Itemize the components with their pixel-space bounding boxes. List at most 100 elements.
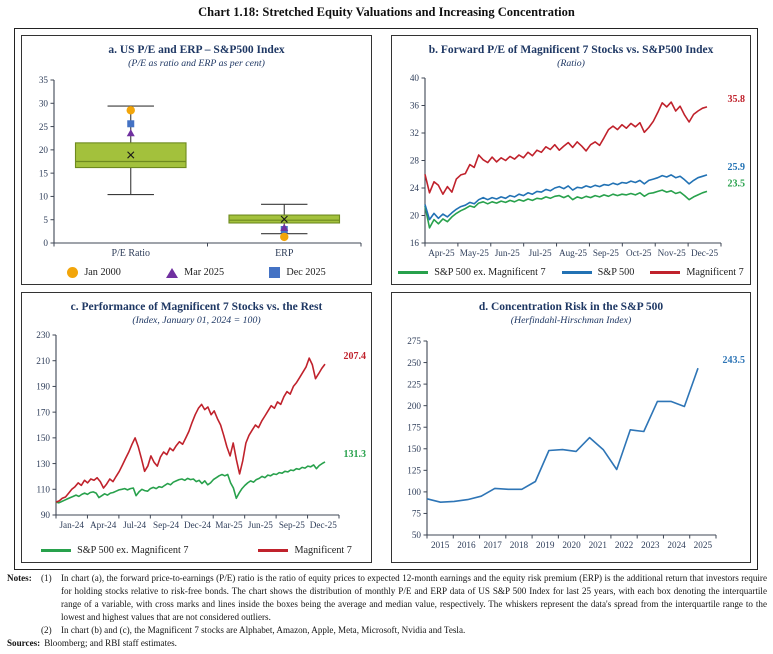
- x-tick-label: Nov-25: [657, 248, 685, 258]
- x-tick-label: Jun-25: [248, 520, 273, 530]
- y-tick-label: 275: [407, 336, 421, 346]
- y-tick-label: 170: [36, 407, 50, 417]
- y-tick-label: 200: [407, 401, 421, 411]
- note-row-1: Notes: (1) In chart (a), the forward pri…: [7, 572, 767, 624]
- x-tick-label: 2021: [588, 540, 607, 550]
- legend-label: S&P 500: [597, 267, 635, 279]
- x-tick-label: Dec-25: [691, 248, 718, 258]
- y-tick-label: 40: [409, 73, 419, 83]
- panel-b-legend: S&P 500 ex. Magnificent 7 S&P 500 Magnific…: [392, 267, 750, 278]
- x-tick-label: 2018: [509, 540, 528, 550]
- panel-a-subtitle: (P/E as ratio and ERP as per cent): [128, 58, 265, 70]
- y-tick-label: 16: [409, 238, 419, 248]
- x-tick-label: 2022: [614, 540, 633, 550]
- panel-a-legend: Jan 2000 Mar 2025 Dec 2025: [22, 267, 371, 279]
- y-tick-label: 150: [36, 433, 50, 443]
- sources-row: Sources: Bloomberg; and RBI staff estima…: [7, 637, 767, 650]
- dec-2025-marker: [127, 120, 135, 128]
- legend-item-mar-2025: Mar 2025: [166, 267, 224, 278]
- y-tick-label: 150: [407, 444, 421, 454]
- notes-label: Notes:: [7, 573, 32, 583]
- x-tick-label: Mar-25: [215, 520, 243, 530]
- axes: [423, 78, 721, 244]
- legend-label: S&P 500 ex. Magnificent 7: [77, 545, 189, 556]
- magnificent-7-line: [55, 357, 326, 503]
- line-swatch-icon: [398, 271, 429, 275]
- y-tick-label: 0: [43, 238, 48, 248]
- x-tick-label: Jul-24: [123, 520, 146, 530]
- y-tick-label: 175: [407, 423, 421, 433]
- panel-d-concentration-risk: d. Concentration Risk in the S&P 500 (He…: [391, 292, 751, 563]
- panel-d-title: d. Concentration Risk in the S&P 500: [478, 301, 664, 313]
- x-tick-label: 2020: [562, 540, 581, 550]
- x-tick-label: 2023: [641, 540, 660, 550]
- panel-b-subtitle: (Ratio): [557, 58, 585, 70]
- y-tick-label: 32: [409, 128, 419, 138]
- note-1-number: (1): [41, 573, 52, 583]
- panel-b-forward-pe: b. Forward P/E of Magnificent 7 Stocks v…: [391, 35, 751, 285]
- x-tick-label: Dec-24: [184, 520, 211, 530]
- jan-2000-marker: [126, 106, 135, 115]
- note-2-text: In chart (b) and (c), the Magnificent 7 …: [61, 624, 466, 635]
- mar-2025-marker: [126, 129, 135, 137]
- x-tick-label: Jan-24: [59, 520, 84, 530]
- legend-item-magnificent-7: Magnificent 7: [258, 545, 352, 556]
- chart-b-svg: 16 20 24 28 32 36 40 Apr-25 May-25 Jun-25 Jul-25 Au…: [409, 73, 745, 258]
- y-tick-label: 20: [409, 211, 419, 221]
- y-tick-label: 5: [43, 215, 48, 225]
- x-tick-label: 2015: [430, 540, 449, 550]
- chart-grid: a. US P/E and ERP – S&P500 Index (P/E as…: [14, 28, 758, 570]
- panel-b-title: b. Forward P/E of Magnificent 7 Stocks v…: [428, 44, 714, 56]
- y-tick-label: 15: [39, 168, 49, 178]
- panel-c-legend: S&P 500 ex. Magnificent 7 Magnificent 7: [22, 545, 371, 556]
- x-tick-label: Dec-25: [310, 520, 337, 530]
- triangle-marker-icon: [166, 267, 179, 278]
- jan-2000-marker: [280, 232, 289, 242]
- chart-b-canvas: 16 20 24 28 32 36 40 Apr-25 May-25 Jun-25 Jul-25 Au…: [395, 72, 748, 267]
- legend-item-jan-2000: Jan 2000: [67, 267, 121, 279]
- y-tick-label: 225: [407, 379, 421, 389]
- x-tick-label: Sep-24: [153, 520, 179, 530]
- s-p-500-value-label: 25.9: [727, 162, 745, 173]
- s-p-500-line: [423, 174, 707, 221]
- note-row-2: (2) In chart (b) and (c), the Magnificen…: [7, 624, 767, 637]
- line-swatch-icon: [41, 549, 72, 552]
- s-p-500-ex-magnificent-7-value-label: 23.5: [727, 179, 745, 190]
- s-p-500-ex-magnificent-7-line: [423, 189, 707, 229]
- legend-label: S&P 500 ex. Magnificent 7: [434, 267, 546, 279]
- y-tick-label: 28: [409, 156, 419, 166]
- magnificent-7-value-label: 207.4: [344, 351, 367, 362]
- x-tick-label: Apr-25: [428, 248, 455, 258]
- legend-item-s-p-500: S&P 500: [561, 267, 635, 279]
- y-tick-label: 50: [411, 530, 421, 540]
- herfindahl-hirschman-index-line: [426, 368, 699, 504]
- s-p-500-ex-magnificent-7-value-label: 131.3: [344, 449, 367, 460]
- panel-c-title: c. Performance of Magnificent 7 Stocks v…: [70, 301, 323, 313]
- panel-c-performance: c. Performance of Magnificent 7 Stocks v…: [21, 292, 372, 563]
- chart-d-svg: 50 75 100 125 150 175 200 225 250 275 2015 2016 2017…: [407, 336, 745, 550]
- y-tick-label: 30: [39, 99, 49, 109]
- y-tick-label: 24: [409, 183, 419, 193]
- x-tick-label: 2019: [536, 540, 555, 550]
- y-tick-label: 35: [39, 75, 49, 85]
- panel-c-subtitle: (Index, January 01, 2024 = 100): [132, 315, 261, 327]
- y-tick-label: 130: [36, 459, 50, 469]
- y-tick-label: 210: [36, 356, 50, 366]
- legend-label: Magnificent 7: [294, 545, 352, 556]
- category-label: P/E Ratio: [111, 248, 150, 259]
- legend-label: Dec 2025: [286, 267, 326, 279]
- category-label: ERP: [275, 248, 294, 259]
- legend-item-s-p-500-ex-magnificent-7: S&P 500 ex. Magnificent 7: [41, 545, 188, 556]
- note-1-text: In chart (a), the forward price-to-earni…: [61, 573, 767, 622]
- chart-a-canvas: 0 5 10 15 20 25 30 35 P/E Ratio ERP: [24, 72, 369, 267]
- x-tick-label: 2025: [693, 540, 712, 550]
- x-tick-label: May-25: [459, 248, 488, 258]
- panel-a-us-pe-erp: a. US P/E and ERP – S&P500 Index (P/E as…: [21, 35, 372, 285]
- x-tick-label: Jun-25: [494, 248, 519, 258]
- legend-item-magnificent-7: Magnificent 7: [650, 267, 744, 279]
- legend-label: Magnificent 7: [686, 267, 744, 279]
- x-tick-label: Apr-24: [90, 520, 117, 530]
- sources-label: Sources:: [7, 637, 41, 648]
- x-tick-label: Sep-25: [279, 520, 305, 530]
- mean-cross-mark: [280, 215, 288, 223]
